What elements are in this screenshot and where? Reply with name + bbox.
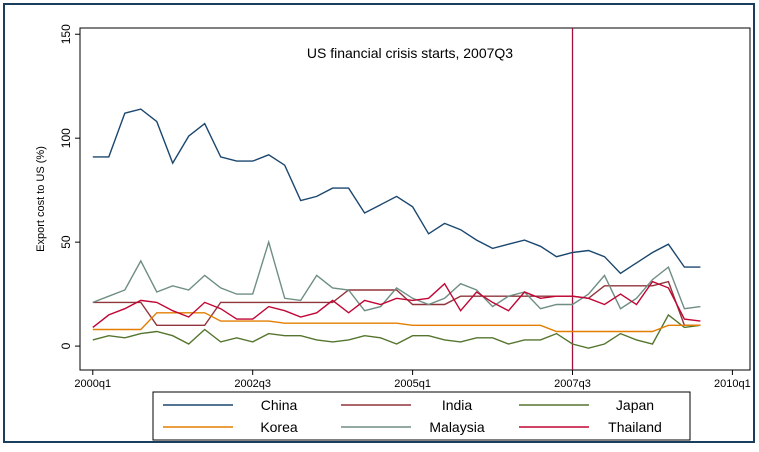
- legend-label: India: [442, 397, 473, 413]
- legend-label: China: [261, 397, 298, 413]
- series-line: [92, 313, 701, 349]
- y-tick-label: 100: [59, 128, 73, 148]
- x-tick-label: 2007q3: [554, 378, 591, 390]
- legend: [152, 391, 691, 441]
- legend-label: Korea: [260, 419, 298, 435]
- series-line: [92, 280, 701, 326]
- x-tick-label: 2000q1: [74, 378, 111, 390]
- series-line: [92, 239, 701, 312]
- y-tick-label: 50: [59, 235, 73, 249]
- y-tick-label: 0: [59, 342, 73, 349]
- x-tick-label: 2002q3: [234, 378, 271, 390]
- x-tick-label: 2005q1: [394, 378, 431, 390]
- plot-area: [79, 27, 751, 371]
- annotation: US financial crisis starts, 2007Q3: [307, 45, 513, 61]
- y-axis-title: Export cost to US (%): [35, 146, 47, 252]
- legend-label: Japan: [616, 397, 654, 413]
- series-line: [92, 280, 701, 328]
- y-tick-label: 150: [59, 24, 73, 44]
- x-tick-label: 2010q1: [714, 378, 751, 390]
- legend-label: Thailand: [608, 419, 662, 435]
- series-line: [92, 108, 701, 275]
- legend-label: Malaysia: [429, 419, 484, 435]
